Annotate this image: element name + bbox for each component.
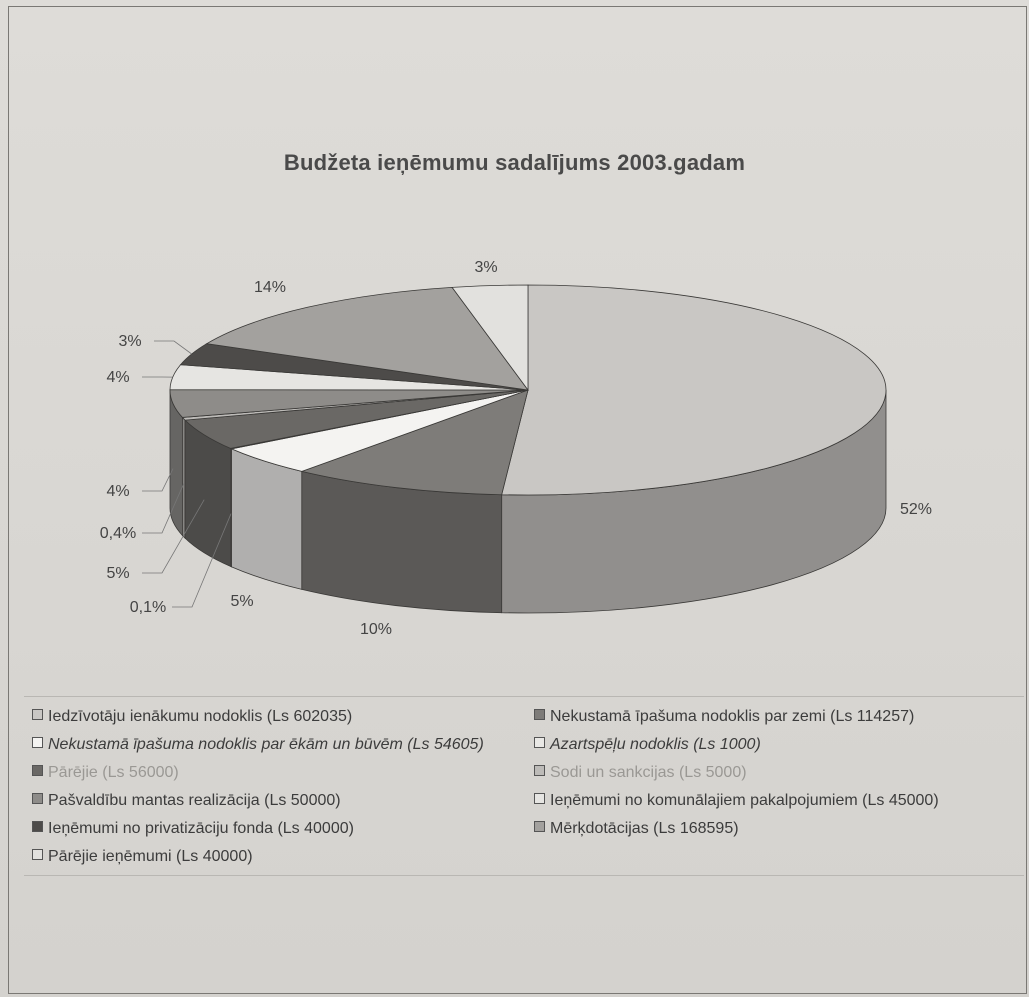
leader-line (142, 468, 174, 492)
legend-item: Iedzīvotāju ienākumu nodoklis (Ls 602035… (32, 707, 352, 727)
leader-line (172, 513, 232, 608)
pie-slice-9 (205, 286, 529, 391)
pie-slice-label: 52% (900, 501, 932, 518)
chart-title: Budžeta ieņēmumu sadalījums 2003.gadam (283, 150, 746, 175)
legend-swatch (32, 793, 43, 804)
pie-slice-label: 14% (254, 279, 286, 296)
legend-item: Nekustamā īpašuma nodoklis par ēkām un b… (32, 735, 484, 755)
pie-chart: 52%10%5%0,1%5%0,4%4%4%3%14%3% (100, 259, 932, 638)
leader-line (154, 340, 192, 355)
pie-slice-0 (501, 284, 887, 496)
pie-side-2 (231, 448, 303, 590)
legend-swatch (534, 793, 545, 804)
legend-label: Pārējie (Ls 56000) (48, 764, 179, 781)
pie-slice-label: 0,1% (130, 599, 166, 616)
legend: Iedzīvotāju ienākumu nodoklis (Ls 602035… (24, 696, 1024, 876)
legend-label: Pārējie ieņēmumi (Ls 40000) (48, 848, 253, 865)
leader-line (142, 483, 185, 534)
chart-frame (8, 6, 1027, 994)
legend-swatch (32, 737, 43, 748)
legend-item: Ieņēmumi no privatizāciju fonda (Ls 4000… (32, 819, 354, 839)
legend-item: Pārējie ieņēmumi (Ls 40000) (32, 847, 253, 867)
legend-label: Nekustamā īpašuma nodoklis par zemi (Ls … (550, 708, 915, 725)
legend-item: Mērķdotācijas (Ls 168595) (534, 819, 739, 839)
pie-slice-label: 4% (106, 483, 129, 500)
legend-item: Azartspēļu nodoklis (Ls 1000) (534, 735, 761, 755)
legend-item: Pašvaldību mantas realizācija (Ls 50000) (32, 791, 341, 811)
legend-swatch (534, 737, 545, 748)
pie-slice-label: 3% (474, 259, 497, 276)
legend-item: Pārējie (Ls 56000) (32, 763, 179, 783)
pie-slice-1 (300, 389, 529, 496)
legend-label: Sodi un sankcijas (Ls 5000) (550, 764, 747, 781)
legend-swatch (32, 821, 43, 832)
pie-slice-label: 0,4% (100, 525, 136, 542)
legend-label: Nekustamā īpašuma nodoklis par ēkām un b… (48, 736, 484, 753)
legend-label: Pašvaldību mantas realizācija (Ls 50000) (48, 792, 341, 809)
legend-label: Mērķdotācijas (Ls 168595) (550, 820, 739, 837)
legend-swatch (32, 765, 43, 776)
legend-swatch (534, 821, 545, 832)
leader-line (142, 499, 205, 574)
legend-item: Nekustamā īpašuma nodoklis par zemi (Ls … (534, 707, 914, 727)
legend-label: Azartspēļu nodoklis (Ls 1000) (550, 736, 761, 753)
legend-item: Ieņēmumi no komunālajiem pakalpojumiem (… (534, 791, 939, 811)
legend-label: Iedzīvotāju ienākumu nodoklis (Ls 602035… (48, 708, 353, 725)
legend-swatch (534, 709, 545, 720)
pie-slice-label: 5% (106, 565, 129, 582)
pie-slice-label: 3% (118, 333, 141, 350)
legend-swatch (32, 849, 43, 860)
pie-slice-label: 10% (360, 621, 392, 638)
legend-label: Ieņēmumi no privatizāciju fonda (Ls 4000… (48, 820, 354, 837)
legend-item: Sodi un sankcijas (Ls 5000) (534, 763, 747, 783)
pie-slice-label: 4% (106, 369, 129, 386)
legend-label: Ieņēmumi no komunālajiem pakalpojumiem (… (550, 792, 939, 809)
pie-slice-label: 5% (230, 593, 253, 610)
legend-swatch (32, 709, 43, 720)
pie-slice-10 (451, 284, 529, 392)
legend-swatch (534, 765, 545, 776)
